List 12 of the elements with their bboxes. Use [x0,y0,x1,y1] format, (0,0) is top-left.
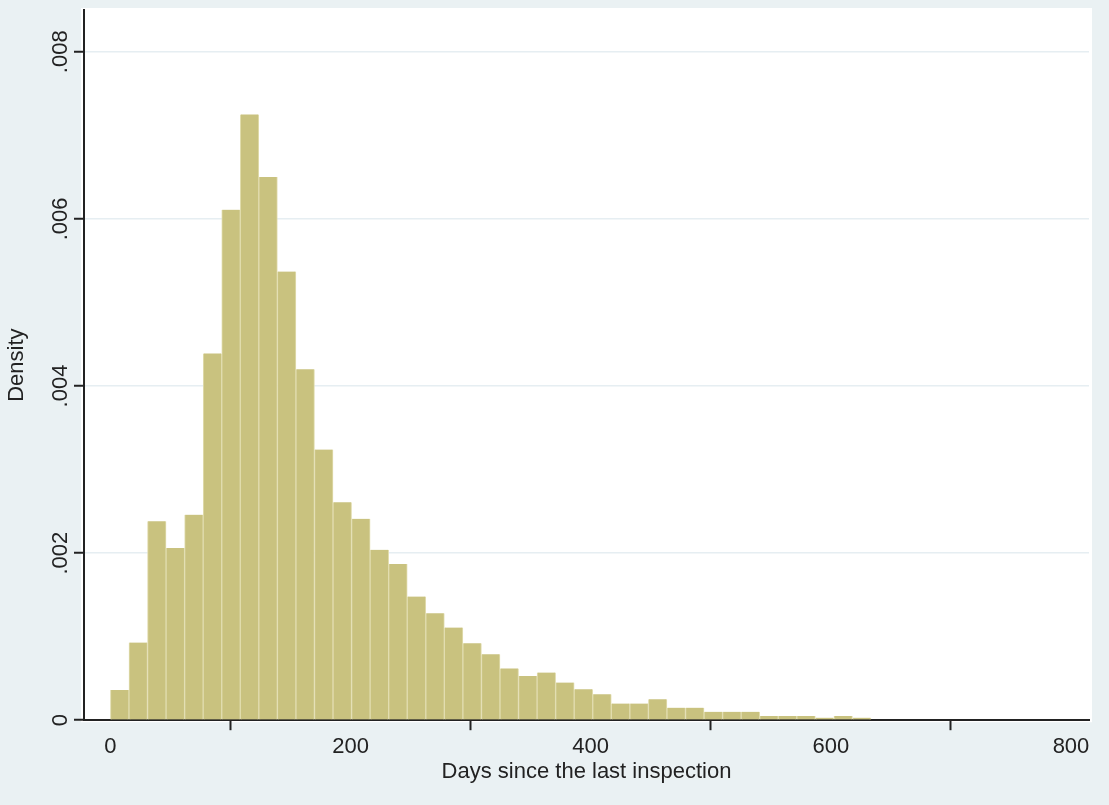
y-tick-label: .006 [47,197,73,241]
x-tick-label: 400 [572,733,610,759]
x-tick-label: 200 [332,733,369,759]
x-tick-label: 0 [104,733,117,759]
y-tick-label: .008 [47,30,73,74]
y-tick-label: .004 [47,364,73,408]
x-tick-label: 600 [812,733,850,759]
x-tick-label: 800 [1052,733,1090,759]
y-axis-title: Density [3,328,29,402]
y-tick-label: 0 [47,714,73,727]
x-axis-title: Days since the last inspection [441,757,732,783]
y-tick-label: .002 [47,531,73,575]
